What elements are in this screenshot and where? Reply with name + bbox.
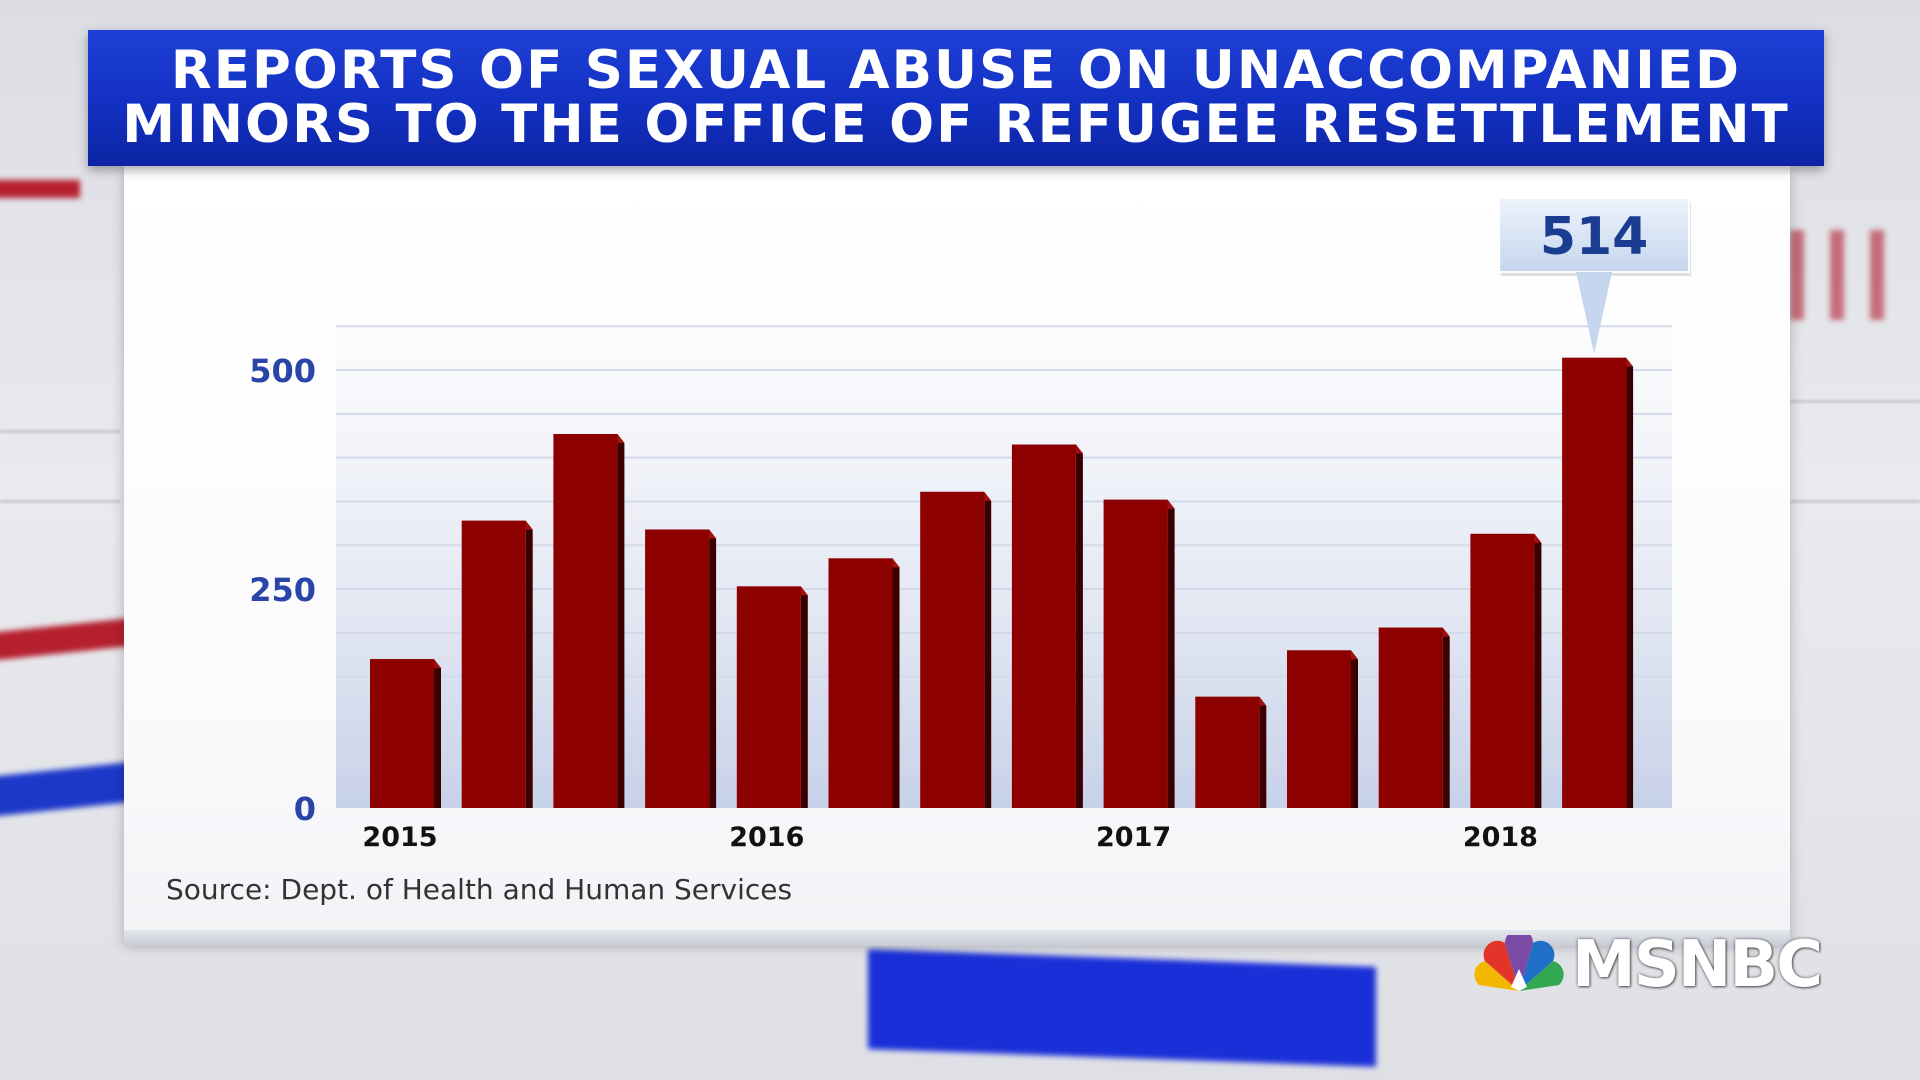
bar-side bbox=[1259, 696, 1267, 808]
bar bbox=[1562, 357, 1634, 808]
y-axis: 0 250 500 bbox=[249, 352, 316, 828]
bar-face bbox=[736, 586, 801, 808]
bar bbox=[736, 586, 808, 808]
x-tick-label: 2015 bbox=[362, 822, 437, 853]
bar-side bbox=[1075, 444, 1083, 808]
bg-red-bars-right bbox=[1790, 230, 1900, 320]
bar bbox=[1011, 444, 1083, 808]
bars bbox=[370, 357, 1634, 808]
bar-face bbox=[645, 529, 710, 808]
bar bbox=[1470, 533, 1542, 808]
bar-side bbox=[525, 520, 533, 808]
bar-face bbox=[920, 491, 985, 808]
bg-line-left-2 bbox=[0, 500, 120, 503]
callout-pointer bbox=[1576, 272, 1613, 354]
bar-side bbox=[1626, 357, 1634, 808]
bar-side bbox=[1351, 650, 1358, 808]
value-callout: 514 bbox=[1498, 197, 1692, 354]
y-tick-label: 0 bbox=[294, 790, 316, 828]
bar-face bbox=[370, 659, 434, 808]
bar-side bbox=[1442, 627, 1450, 808]
bar bbox=[828, 558, 900, 808]
source-note: Source: Dept. of Health and Human Servic… bbox=[166, 873, 793, 906]
bg-red-stripe-left bbox=[0, 180, 80, 198]
bar-side bbox=[709, 529, 717, 808]
bar-face bbox=[1378, 627, 1443, 808]
bar-side bbox=[892, 558, 900, 808]
bar-face bbox=[1287, 650, 1351, 808]
bg-line-right-1 bbox=[1790, 400, 1920, 403]
bg-line-right-2 bbox=[1790, 500, 1920, 503]
peacock-icon bbox=[1474, 935, 1564, 991]
bar-face bbox=[1195, 696, 1260, 808]
bar-face bbox=[1470, 533, 1535, 808]
bar-side bbox=[434, 659, 441, 808]
logo-wordmark: MSNBC bbox=[1572, 928, 1823, 1002]
bar bbox=[1287, 650, 1358, 808]
y-tick-label: 500 bbox=[249, 352, 316, 390]
x-tick-label: 2017 bbox=[1096, 822, 1171, 853]
callout-box bbox=[1498, 197, 1691, 273]
bar-side bbox=[984, 491, 992, 808]
chart-title-line-1: REPORTS OF SEXUAL ABUSE ON UNACCOMPANIED bbox=[170, 40, 1742, 101]
title-banner: REPORTS OF SEXUAL ABUSE ON UNACCOMPANIED… bbox=[88, 30, 1824, 166]
bar-side bbox=[1167, 499, 1175, 808]
bar-face bbox=[1103, 499, 1168, 808]
bar-face bbox=[461, 520, 526, 808]
bar-side bbox=[1534, 533, 1542, 808]
x-axis: 2015 2016 2017 2018 bbox=[362, 822, 1538, 853]
bar bbox=[1103, 499, 1175, 808]
bar-face bbox=[1011, 444, 1076, 808]
callout-value: 514 bbox=[1540, 207, 1649, 267]
msnbc-logo: MSNBC bbox=[1474, 928, 1834, 1002]
bar-side bbox=[800, 586, 808, 808]
chart-card-edge bbox=[124, 930, 1790, 946]
y-tick-label: 250 bbox=[249, 571, 316, 609]
bar bbox=[920, 491, 992, 808]
x-tick-label: 2016 bbox=[729, 822, 804, 853]
bar bbox=[370, 659, 441, 808]
bar-face bbox=[828, 558, 893, 808]
bar-face bbox=[553, 434, 618, 808]
bar bbox=[553, 434, 625, 808]
bar bbox=[1378, 627, 1450, 808]
bar bbox=[461, 520, 533, 808]
bar bbox=[645, 529, 717, 808]
x-tick-label: 2018 bbox=[1463, 822, 1538, 853]
bar-face bbox=[1562, 357, 1627, 808]
bar bbox=[1195, 696, 1267, 808]
bar-side bbox=[617, 434, 625, 808]
bg-line-left-1 bbox=[0, 430, 120, 433]
chart-title-line-2: MINORS TO THE OFFICE OF REFUGEE RESETTLE… bbox=[122, 94, 1790, 155]
